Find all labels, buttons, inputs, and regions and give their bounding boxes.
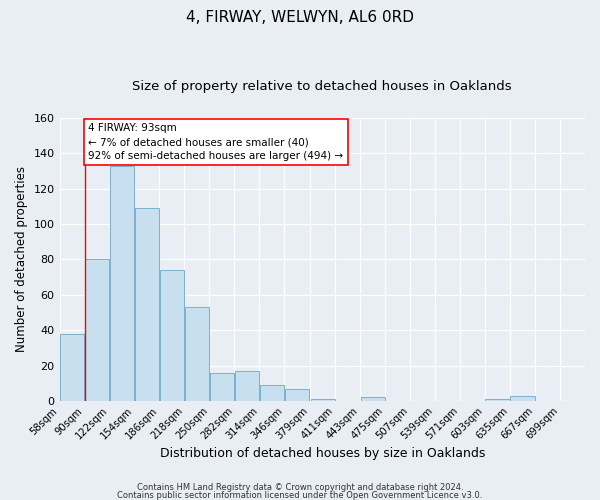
Text: 4 FIRWAY: 93sqm
← 7% of detached houses are smaller (40)
92% of semi-detached ho: 4 FIRWAY: 93sqm ← 7% of detached houses … <box>88 123 344 161</box>
Bar <box>60 334 84 401</box>
Text: 4, FIRWAY, WELWYN, AL6 0RD: 4, FIRWAY, WELWYN, AL6 0RD <box>186 10 414 25</box>
Bar <box>85 260 109 401</box>
X-axis label: Distribution of detached houses by size in Oaklands: Distribution of detached houses by size … <box>160 447 485 460</box>
Bar <box>135 208 159 401</box>
Text: Contains HM Land Registry data © Crown copyright and database right 2024.: Contains HM Land Registry data © Crown c… <box>137 484 463 492</box>
Bar <box>110 166 134 401</box>
Y-axis label: Number of detached properties: Number of detached properties <box>15 166 28 352</box>
Bar <box>260 385 284 401</box>
Bar <box>311 399 335 401</box>
Bar <box>160 270 184 401</box>
Bar <box>361 398 385 401</box>
Bar <box>235 371 259 401</box>
Bar <box>485 399 509 401</box>
Bar <box>511 396 535 401</box>
Bar <box>185 307 209 401</box>
Bar <box>210 372 234 401</box>
Text: Contains public sector information licensed under the Open Government Licence v3: Contains public sector information licen… <box>118 490 482 500</box>
Bar <box>285 388 309 401</box>
Title: Size of property relative to detached houses in Oaklands: Size of property relative to detached ho… <box>133 80 512 93</box>
